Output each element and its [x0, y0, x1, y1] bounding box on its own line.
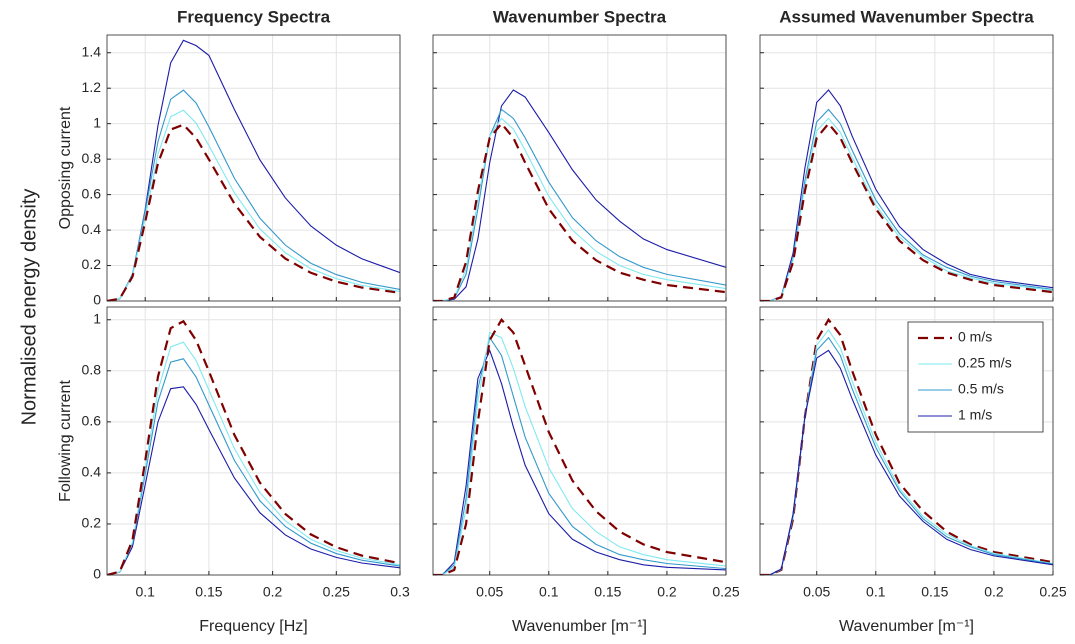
axes-box	[432, 306, 727, 576]
plot-area	[433, 35, 726, 301]
axes-box	[106, 34, 401, 302]
axes-box	[759, 34, 1054, 302]
axes-box	[759, 306, 1054, 576]
series-line	[433, 331, 726, 575]
plot-area	[107, 35, 400, 301]
series-line	[433, 317, 726, 575]
y-tick-label: 0.2	[82, 256, 102, 272]
series-line	[760, 349, 1053, 575]
y-axis-label: Following current	[57, 380, 74, 502]
y-tick-label: 0.6	[82, 413, 102, 429]
legend-label: 0 m/s	[958, 329, 992, 345]
y-tick-label: 1	[93, 310, 101, 326]
axes-box	[106, 306, 401, 576]
x-tick-label: 0.1	[866, 584, 886, 600]
series-line	[107, 358, 400, 575]
y-tick-label: 0.4	[82, 221, 102, 237]
x-axis-label: Frequency [Hz]	[199, 618, 307, 635]
chart-title: Wavenumber Spectra	[493, 7, 667, 26]
x-tick-label: 0.25	[323, 584, 350, 600]
y-tick-label: 0	[93, 566, 101, 582]
y-tick-label: 1.4	[82, 43, 102, 59]
x-tick-label: 0.25	[1039, 584, 1066, 600]
y-tick-label: 0.6	[82, 185, 102, 201]
plot-area	[107, 307, 400, 575]
x-tick-label: 0.15	[195, 584, 222, 600]
x-tick-label: 0.2	[263, 584, 283, 600]
series-line	[433, 108, 726, 301]
x-tick-label: 0.1	[539, 584, 559, 600]
series-line	[107, 319, 400, 575]
series-line	[433, 121, 726, 301]
y-tick-label: 1	[93, 114, 101, 130]
series-line	[433, 117, 726, 301]
x-tick-label: 0.25	[712, 584, 739, 600]
series-line	[433, 336, 726, 575]
y-tick-label: 1.2	[82, 79, 102, 95]
series-line	[433, 348, 726, 575]
y-tick-label: 0	[93, 292, 101, 308]
y-tick-label: 0.4	[82, 464, 102, 480]
series-line	[107, 89, 400, 301]
series-line	[107, 123, 400, 301]
legend-box	[907, 321, 1044, 433]
series-line	[760, 121, 1053, 301]
axes-box	[432, 34, 727, 302]
y-axis-label: Opposing current	[57, 106, 74, 229]
x-tick-label: 0.1	[135, 584, 155, 600]
x-tick-label: 0.15	[921, 584, 948, 600]
series-line	[760, 89, 1053, 301]
series-line	[107, 386, 400, 575]
legend-label: 0.5 m/s	[958, 381, 1004, 397]
plot-area	[433, 307, 726, 575]
x-tick-label: 0.05	[476, 584, 503, 600]
legend-label: 1 m/s	[958, 407, 992, 423]
x-tick-label: 0.15	[594, 584, 621, 600]
legend-label: 0.25 m/s	[958, 355, 1012, 371]
x-axis-label: Wavenumber [m⁻¹]	[512, 618, 647, 635]
x-tick-label: 0.3	[390, 584, 410, 600]
series-line	[433, 89, 726, 301]
x-tick-label: 0.2	[657, 584, 677, 600]
y-tick-label: 0.2	[82, 515, 102, 531]
x-axis-label: Wavenumber [m⁻¹]	[839, 618, 974, 635]
x-tick-label: 0.05	[803, 584, 830, 600]
y-tick-label: 0.8	[82, 362, 102, 378]
chart-title: Frequency Spectra	[177, 7, 331, 26]
chart-title: Assumed Wavenumber Spectra	[779, 7, 1034, 26]
x-tick-label: 0.2	[984, 584, 1004, 600]
y-tick-label: 0.8	[82, 150, 102, 166]
plot-area	[760, 35, 1053, 301]
figure-ylabel: Normalised energy density	[18, 189, 40, 426]
